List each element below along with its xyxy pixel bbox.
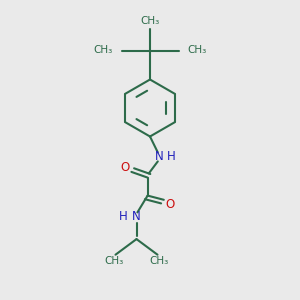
Text: N: N [154, 149, 164, 163]
Text: CH₃: CH₃ [93, 45, 112, 56]
Text: CH₃: CH₃ [188, 45, 207, 56]
Text: CH₃: CH₃ [104, 256, 124, 266]
Text: O: O [166, 197, 175, 211]
Text: H: H [119, 210, 128, 223]
Text: O: O [120, 161, 129, 174]
Text: H: H [167, 150, 176, 163]
Text: CH₃: CH₃ [140, 16, 160, 26]
Text: CH₃: CH₃ [149, 256, 169, 266]
Text: N: N [132, 210, 141, 223]
